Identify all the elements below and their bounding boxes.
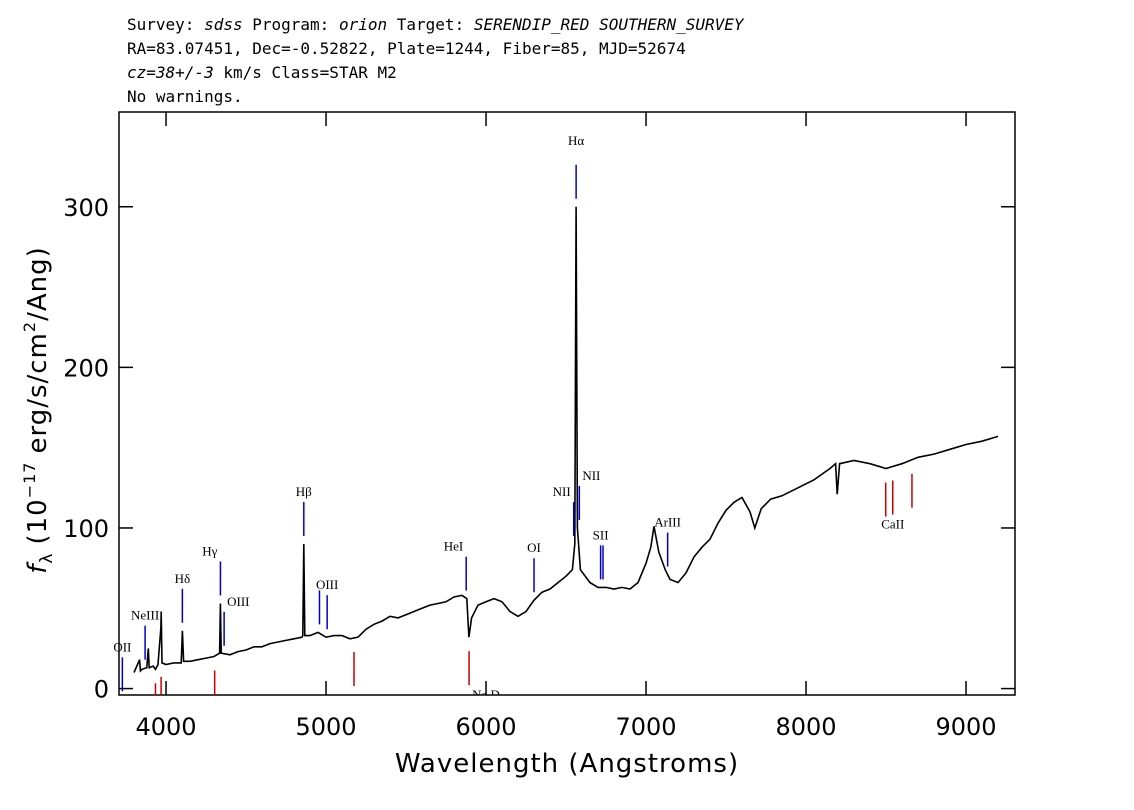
- header-line: Survey: sdss Program: orion Target: SERE…: [127, 15, 745, 34]
- header-line: cz=38+/-3 km/s Class=STAR M2: [127, 63, 397, 82]
- spectrum-line: [133, 206, 999, 673]
- x-tick-label: 7000: [616, 713, 677, 741]
- y-label-part: 2: [20, 321, 39, 332]
- header-line: RA=83.07451, Dec=-0.52822, Plate=1244, F…: [127, 39, 686, 58]
- spectral-line-label: NeIII: [131, 608, 159, 623]
- spectral-line-label: OII: [113, 639, 131, 654]
- spectral-line-label: OIII: [316, 577, 338, 592]
- header-text: SERENDIP_RED SOUTHERN_SURVEY: [474, 15, 745, 34]
- spectral-line-label: Hγ: [202, 543, 217, 558]
- header-text: km/s Class=STAR M2: [223, 63, 396, 82]
- header-text: Target:: [397, 15, 464, 34]
- header-text: Survey:: [127, 15, 194, 34]
- spectral-line-label: NII: [582, 468, 600, 483]
- y-tick-label: 200: [63, 354, 109, 382]
- header-text: cz=38+/-3: [127, 63, 214, 82]
- spectral-line-label: NII: [553, 484, 571, 499]
- x-tick-label: 6000: [456, 713, 517, 741]
- spectral-line-label: OI: [527, 540, 541, 555]
- header-text: orion: [339, 15, 387, 34]
- y-tick-label: 100: [63, 515, 109, 543]
- y-axis-title: fλ (10−17 erg/s/cm2/Ang): [20, 246, 57, 574]
- spectral-line-label: CaII: [881, 517, 904, 532]
- y-label-part: λ: [37, 553, 57, 564]
- spectral-line-label: Hβ: [296, 484, 312, 499]
- x-tick-label: 4000: [136, 713, 197, 741]
- y-label-part: f: [23, 561, 53, 574]
- y-label-part: erg/s/cm: [23, 332, 53, 453]
- y-tick-label: 300: [63, 194, 109, 222]
- x-tick-label: 9000: [936, 713, 997, 741]
- spectral-line-label: OIII: [227, 594, 249, 609]
- plot-area: Na D CaII: [121, 164, 999, 702]
- y-tick-label: 0: [94, 676, 109, 704]
- x-tick-label: 5000: [296, 713, 357, 741]
- y-label-part: (10: [23, 498, 53, 544]
- y-label-part: /Ang): [23, 246, 53, 321]
- x-tick-label: 8000: [776, 713, 837, 741]
- plot-frame: [118, 111, 1016, 696]
- y-label-part: −17: [20, 462, 39, 499]
- header-line: No warnings.: [127, 87, 243, 106]
- spectral-line-label: HeI: [444, 539, 464, 554]
- spectral-line-label: Na D: [472, 687, 500, 702]
- header-text: sdss: [204, 15, 243, 34]
- x-axis-title: Wavelength (Angstroms): [395, 749, 739, 779]
- spectral-line-label: Hα: [568, 133, 584, 148]
- spectral-line-label: SII: [593, 527, 609, 542]
- header-text: Program:: [252, 15, 329, 34]
- spectral-line-label: Hδ: [175, 571, 191, 586]
- spectral-line-label: ArIII: [654, 515, 681, 530]
